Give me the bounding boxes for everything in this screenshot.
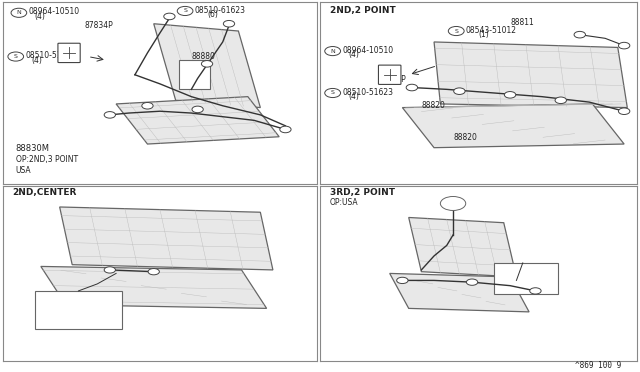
Bar	[35, 291, 122, 329]
Text: (4): (4)	[31, 56, 42, 65]
Circle shape	[448, 26, 464, 36]
Text: 2ND,2 POINT: 2ND,2 POINT	[330, 6, 396, 15]
Circle shape	[148, 269, 159, 275]
Circle shape	[406, 84, 417, 91]
Bar	[179, 60, 210, 89]
Text: (4): (4)	[35, 12, 45, 21]
Text: 2ND,CENTER: 2ND,CENTER	[13, 188, 77, 197]
Text: S: S	[14, 54, 18, 59]
Circle shape	[177, 6, 193, 16]
Text: (4): (4)	[349, 51, 360, 60]
Text: USA: USA	[16, 166, 31, 175]
FancyBboxPatch shape	[378, 65, 401, 84]
Circle shape	[618, 108, 630, 115]
Polygon shape	[116, 97, 279, 144]
Text: 88880: 88880	[191, 52, 215, 61]
Circle shape	[164, 13, 175, 20]
Polygon shape	[409, 218, 516, 277]
Text: 88820: 88820	[421, 102, 445, 110]
Circle shape	[467, 279, 478, 285]
Text: 08510-61623: 08510-61623	[195, 6, 246, 15]
Circle shape	[324, 46, 340, 56]
Text: 88811: 88811	[510, 17, 534, 27]
FancyBboxPatch shape	[58, 43, 80, 62]
Text: 3RD,2 POINT: 3RD,2 POINT	[330, 188, 394, 197]
Text: 87834P: 87834P	[377, 75, 406, 84]
Text: 08543-51012: 08543-51012	[466, 26, 516, 35]
Text: 88830M: 88830M	[16, 144, 50, 153]
Text: (4): (4)	[349, 92, 360, 102]
Circle shape	[104, 267, 115, 273]
Text: S: S	[454, 29, 458, 33]
Polygon shape	[60, 207, 273, 270]
Circle shape	[574, 31, 586, 38]
Circle shape	[142, 102, 153, 109]
Text: (6): (6)	[207, 10, 218, 19]
Circle shape	[192, 106, 204, 113]
Circle shape	[324, 89, 340, 97]
Polygon shape	[41, 266, 267, 308]
Text: S: S	[183, 9, 187, 13]
Text: ^869 100 9: ^869 100 9	[575, 361, 621, 370]
Circle shape	[8, 52, 24, 61]
Polygon shape	[434, 42, 627, 108]
Text: N: N	[330, 49, 335, 54]
Polygon shape	[154, 24, 260, 108]
Polygon shape	[390, 273, 529, 312]
Text: 89820: 89820	[529, 264, 556, 274]
Circle shape	[504, 92, 516, 98]
Circle shape	[280, 126, 291, 133]
Text: (1): (1)	[479, 31, 489, 39]
Circle shape	[555, 97, 566, 103]
Circle shape	[397, 277, 408, 283]
Text: 08964-10510: 08964-10510	[342, 46, 394, 55]
Circle shape	[454, 88, 465, 94]
Circle shape	[11, 8, 27, 17]
Text: S: S	[331, 90, 335, 96]
Circle shape	[618, 42, 630, 49]
Text: 08964-10510: 08964-10510	[28, 7, 79, 16]
Text: OP:2ND,3 POINT: OP:2ND,3 POINT	[16, 155, 78, 164]
Circle shape	[202, 61, 212, 67]
Circle shape	[223, 20, 235, 27]
Text: 08510-51623: 08510-51623	[342, 87, 393, 97]
Text: 87834P: 87834P	[84, 21, 113, 30]
Text: OP:USA: OP:USA	[330, 198, 358, 207]
Polygon shape	[403, 104, 624, 148]
Text: 89820M: 89820M	[35, 303, 68, 312]
Circle shape	[104, 112, 115, 118]
Text: 88820: 88820	[453, 134, 477, 142]
Text: N: N	[17, 10, 21, 15]
Circle shape	[440, 196, 466, 211]
Bar	[494, 263, 557, 294]
Circle shape	[530, 288, 541, 294]
Text: 08510-51623: 08510-51623	[25, 51, 76, 60]
